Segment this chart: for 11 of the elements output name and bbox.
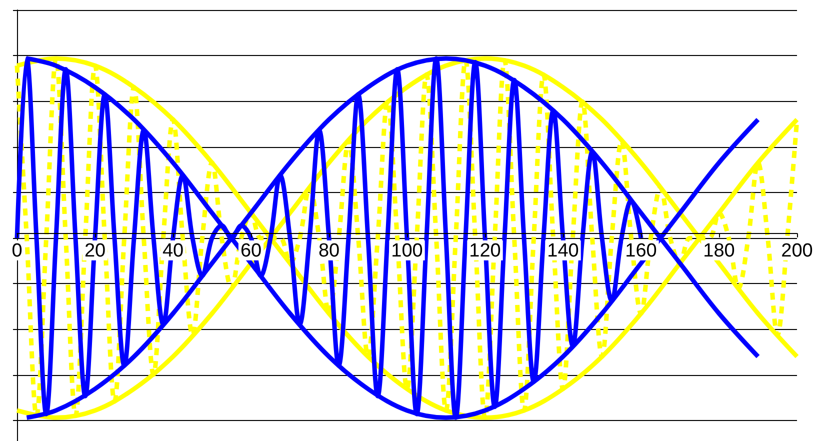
x-tick-label: 60 xyxy=(240,240,262,262)
x-tick-label: 80 xyxy=(318,240,340,262)
x-tick-label: 160 xyxy=(625,240,657,262)
x-tick-label: 100 xyxy=(391,240,423,262)
x-tick-label: 180 xyxy=(703,240,735,262)
x-tick-label: 120 xyxy=(469,240,501,262)
x-tick-label: 40 xyxy=(162,240,184,262)
x-tick-label: 140 xyxy=(547,240,579,262)
x-tick-label: 20 xyxy=(84,240,106,262)
x-tick-label: 0 xyxy=(12,240,22,262)
x-tick-label: 200 xyxy=(781,240,813,262)
